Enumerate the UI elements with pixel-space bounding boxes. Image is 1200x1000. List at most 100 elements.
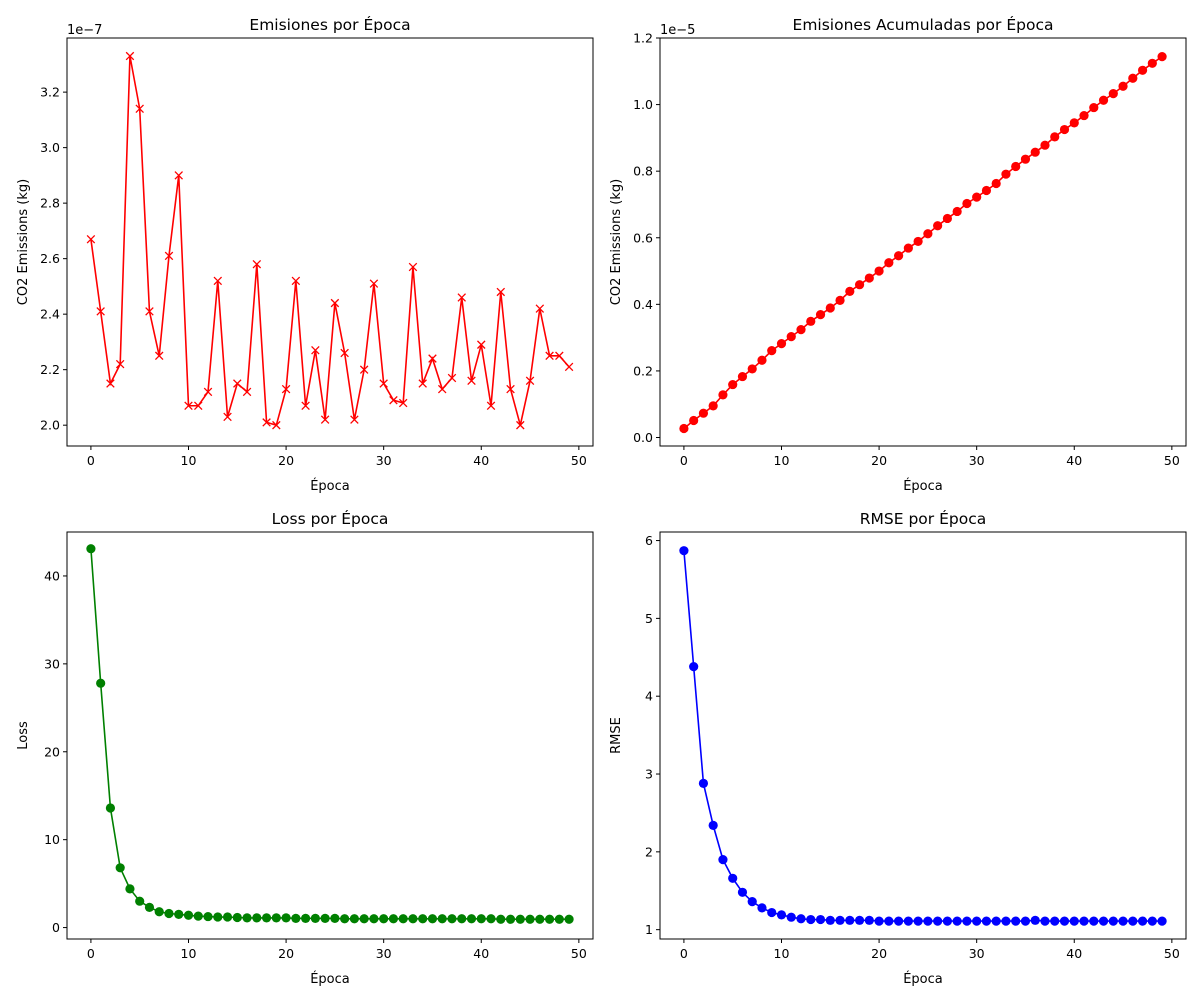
y-tick-label: 0.0 bbox=[633, 430, 653, 445]
y-tick-label: 20 bbox=[44, 744, 60, 759]
data-point-marker bbox=[1020, 154, 1031, 164]
data-point-marker bbox=[496, 914, 506, 924]
x-tick-label: 20 bbox=[871, 946, 887, 961]
data-point-marker bbox=[311, 345, 320, 355]
data-point-marker bbox=[232, 912, 242, 923]
data-point-marker bbox=[874, 916, 884, 926]
data-point-marker bbox=[962, 916, 972, 926]
y-tick-label: 0.8 bbox=[633, 164, 653, 179]
y-tick-label: 2.4 bbox=[40, 307, 60, 322]
data-point-marker bbox=[854, 915, 865, 925]
data-point-marker bbox=[233, 379, 242, 388]
data-point-marker bbox=[942, 916, 952, 926]
data-point-marker bbox=[679, 423, 689, 434]
data-point-marker bbox=[525, 376, 535, 386]
x-tick-label: 40 bbox=[473, 946, 489, 961]
data-point-marker bbox=[398, 398, 408, 408]
data-point-marker bbox=[1040, 916, 1050, 926]
x-tick-label: 10 bbox=[774, 946, 790, 961]
data-point-marker bbox=[835, 295, 845, 305]
data-point-marker bbox=[96, 678, 106, 688]
data-point-marker bbox=[933, 916, 943, 926]
data-point-marker bbox=[144, 902, 155, 912]
subplot-2: Loss por Época Época Loss 0 10 20 30 40 50 0 10 20 3… bbox=[16, 509, 594, 987]
data-point-marker bbox=[105, 803, 116, 813]
data-point-marker bbox=[972, 916, 982, 926]
data-point-marker bbox=[854, 280, 865, 290]
data-point-marker bbox=[505, 914, 516, 924]
data-point-marker bbox=[359, 914, 369, 924]
data-point-marker bbox=[884, 258, 894, 268]
data-point-marker bbox=[213, 276, 223, 286]
data-point-marker bbox=[913, 916, 923, 926]
data-point-marker bbox=[1059, 124, 1070, 135]
data-point-marker bbox=[1137, 65, 1148, 75]
data-point-marker bbox=[708, 401, 718, 411]
x-axis-label: Época bbox=[903, 971, 943, 987]
data-point-marker bbox=[96, 307, 105, 316]
data-point-marker bbox=[1098, 916, 1109, 926]
data-point-marker bbox=[845, 915, 855, 925]
data-point-marker bbox=[991, 916, 1001, 926]
data-point-marker bbox=[408, 914, 418, 924]
data-point-marker bbox=[991, 178, 1001, 189]
data-point-marker bbox=[1108, 88, 1118, 99]
data-point-marker bbox=[428, 354, 437, 363]
x-tick-label: 10 bbox=[181, 453, 197, 468]
data-point-marker bbox=[864, 273, 874, 283]
data-point-marker bbox=[457, 293, 467, 302]
x-tick-label: 50 bbox=[571, 453, 587, 468]
y-tick-label: 2 bbox=[645, 844, 653, 859]
y-tick-label: 40 bbox=[44, 568, 60, 583]
y-axis-label: Loss bbox=[16, 721, 31, 750]
data-point-marker bbox=[728, 379, 738, 390]
data-point-marker bbox=[923, 229, 933, 239]
series-line bbox=[90, 548, 570, 921]
data-point-marker bbox=[115, 359, 125, 369]
data-point-marker bbox=[516, 420, 525, 430]
x-tick-label: 20 bbox=[278, 453, 294, 468]
y-tick-label: 1.0 bbox=[633, 97, 653, 112]
x-tick-label: 10 bbox=[181, 946, 197, 961]
y-offset-label: 1e−7 bbox=[67, 23, 102, 38]
data-point-marker bbox=[1011, 916, 1021, 926]
series-line bbox=[90, 55, 570, 427]
data-point-marker bbox=[281, 384, 291, 394]
data-point-marker bbox=[398, 914, 408, 924]
data-point-marker bbox=[320, 415, 330, 424]
y-tick-label: 3.2 bbox=[40, 85, 60, 100]
chart-title: Emisiones por Época bbox=[249, 15, 410, 34]
data-point-marker bbox=[1128, 916, 1138, 926]
data-point-marker bbox=[1098, 95, 1109, 105]
data-point-marker bbox=[1040, 140, 1050, 150]
data-point-marker bbox=[330, 913, 340, 923]
y-tick-label: 0.4 bbox=[633, 297, 653, 312]
data-point-marker bbox=[379, 379, 388, 388]
y-axis-label: CO2 Emissions (kg) bbox=[609, 179, 624, 305]
data-point-marker bbox=[535, 304, 545, 313]
x-tick-label: 40 bbox=[473, 453, 489, 468]
data-point-marker bbox=[708, 820, 718, 830]
data-point-marker bbox=[545, 351, 554, 361]
x-axis-label: Época bbox=[310, 478, 350, 494]
x-tick-label: 30 bbox=[969, 946, 985, 961]
data-point-marker bbox=[786, 332, 796, 342]
y-tick-label: 1.2 bbox=[633, 31, 653, 46]
data-point-marker bbox=[252, 913, 262, 923]
y-axis-label: RMSE bbox=[609, 717, 624, 754]
data-point-marker bbox=[222, 912, 233, 922]
data-point-marker bbox=[203, 911, 213, 922]
data-point-marker bbox=[874, 266, 884, 276]
data-point-marker bbox=[223, 412, 232, 422]
data-point-marker bbox=[1069, 916, 1079, 926]
x-tick-label: 30 bbox=[376, 453, 392, 468]
data-point-marker bbox=[1089, 916, 1099, 926]
data-point-marker bbox=[359, 365, 369, 374]
y-tick-label: 0.6 bbox=[633, 230, 653, 245]
data-point-marker bbox=[806, 316, 816, 326]
data-point-marker bbox=[174, 909, 184, 919]
data-point-marker bbox=[747, 897, 757, 907]
data-point-marker bbox=[506, 384, 515, 394]
axes-frame bbox=[66, 531, 594, 940]
axes-frame bbox=[659, 531, 1187, 940]
